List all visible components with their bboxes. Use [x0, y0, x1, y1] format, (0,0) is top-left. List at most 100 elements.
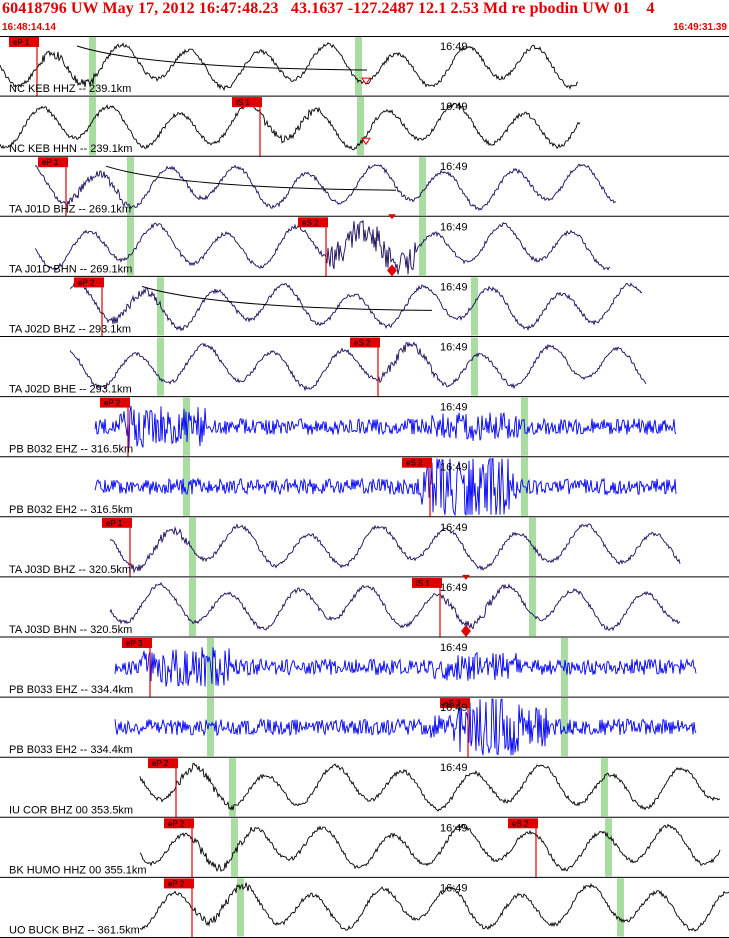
pick-flag[interactable] [232, 97, 262, 108]
pick-flag[interactable] [402, 457, 432, 468]
pick-flag[interactable] [74, 277, 104, 288]
station-label: TA J02D BHE -- 293.1km [9, 384, 132, 396]
station-label: PB B032 EH2 -- 316.5km [9, 504, 133, 516]
phase-window [357, 97, 364, 156]
waveform [0, 102, 581, 151]
pick-label: iS 1 [236, 98, 250, 107]
trace-panel: eS 316:49 PB B033 EH2 -- 334.4km [0, 698, 729, 758]
arrival-triangle-icon [462, 574, 470, 580]
minute-label: 16:49 [440, 281, 468, 293]
pick-flag[interactable] [148, 758, 178, 769]
pick-label: iS 1 [416, 579, 430, 588]
trace-panel: eP 3 16:49 PB B033 EHZ -- 334.4km [0, 638, 729, 698]
pick-flag[interactable] [350, 337, 380, 348]
header: 60418796 UW May 17, 2012 16:47:48.23 43.… [0, 0, 729, 36]
phase-window [183, 457, 190, 516]
minute-label: 16:49 [440, 402, 468, 414]
trace-panel: eS 2 16:49 TA J02D BHE -- 293.1km [0, 337, 729, 398]
pick-label: eS 2 [302, 218, 319, 227]
pick2-flag[interactable] [508, 818, 538, 829]
phase-window [601, 758, 608, 817]
waveform [69, 341, 647, 392]
phase-window [231, 818, 238, 877]
phase-window [89, 37, 96, 96]
trace-panel: eP 2 16:49 PB B032 EHZ -- 316.5km [0, 397, 729, 458]
waveform [94, 457, 677, 517]
pick-flag[interactable] [9, 37, 39, 47]
minute-label: 16:49 [440, 762, 468, 774]
pick-label: eP 2 [78, 278, 95, 287]
trace-panel: eP 1 16:49 TA J03D BHZ -- 320.5km [0, 517, 729, 578]
pick-label: eS 2 [354, 339, 371, 348]
trace-panel: eS 2 16:49 TA J01D BHN -- 269.1km [0, 214, 729, 277]
arrival-marker-icon [361, 137, 371, 146]
waveform [139, 882, 729, 932]
pick-flag[interactable] [38, 157, 68, 168]
phase-window [189, 577, 196, 636]
station-label: TA J01D BHZ -- 269.1km [9, 203, 131, 215]
waveform [69, 282, 643, 332]
arrival-diamond-icon [461, 625, 471, 637]
pick-flag[interactable] [102, 517, 132, 528]
phase-window [127, 157, 134, 216]
pick-label: eS 2 [406, 459, 423, 468]
minute-label: 16:49 [440, 702, 468, 714]
waveform [94, 405, 677, 448]
pick2-label: eS 2 [512, 819, 529, 828]
phase-window [237, 878, 244, 937]
pick-label: eP 1 [42, 158, 59, 167]
station-label: IU COR BHZ 00 353.5km [9, 804, 133, 816]
minute-label: 16:49 [440, 462, 468, 474]
seismogram-plot: eP 1 16:49 NC KEB HHZ -- 239.1km iS 1 16:49 N… [0, 36, 729, 938]
phase-window [189, 517, 196, 576]
waveform [114, 647, 697, 687]
pick-flag[interactable] [164, 818, 194, 829]
station-label: TA J02D BHZ -- 293.1km [9, 324, 131, 336]
minute-label: 16:49 [440, 882, 468, 894]
pick-flag[interactable] [298, 217, 328, 228]
waveform [34, 219, 611, 275]
station-label: TA J01D BHN -- 269.1km [9, 263, 132, 275]
station-label: UO BUCK BHZ -- 361.5km [9, 925, 140, 937]
minute-label: 16:49 [440, 642, 468, 654]
phase-window [419, 217, 426, 276]
phase-window [229, 758, 236, 817]
arrival-marker-icon [361, 77, 371, 86]
pick-label: eP 1 [13, 38, 30, 47]
waveform [34, 163, 616, 211]
pick-label: eP 3 [126, 639, 143, 648]
trace-panel: eS 2 16:49 PB B032 EH2 -- 316.5km [0, 457, 729, 518]
pick-flag[interactable] [164, 878, 194, 889]
waveform [114, 698, 697, 756]
phase-window [529, 577, 536, 636]
pick-flag[interactable] [122, 638, 152, 648]
pick-label: eP 2 [168, 819, 185, 828]
station-label: BK HUMO HHZ 00 355.1km [9, 864, 147, 876]
trace-panel: eP 2 16:49 TA J02D BHZ -- 293.1km [0, 277, 729, 337]
minute-label: 16:49 [440, 522, 468, 534]
trace-panel: eP 1 16:49 NC KEB HHZ -- 239.1km [0, 37, 729, 97]
station-label: TA J03D BHN -- 320.5km [9, 624, 132, 636]
station-label: PB B033 EHZ -- 334.4km [9, 684, 133, 696]
pick-label: eP 2 [152, 759, 169, 768]
minute-label: 16:49 [440, 101, 468, 113]
pick-flag[interactable] [440, 698, 470, 709]
phase-window [471, 337, 478, 396]
event-title: 60418796 UW May 17, 2012 16:47:48.23 43.… [2, 0, 655, 17]
pick-flag[interactable] [100, 397, 130, 408]
station-label: PB B033 EH2 -- 334.4km [9, 744, 133, 756]
arrival-triangle-icon [388, 214, 396, 220]
phase-window [207, 698, 214, 757]
waveform [139, 823, 721, 873]
coda-curve [76, 45, 368, 71]
minute-label: 16:49 [440, 161, 468, 173]
waveform [109, 582, 681, 632]
phase-window [127, 217, 134, 276]
arrival-diamond-icon [387, 264, 397, 277]
trace-panel: iS 1 16:49 NC KEB HHN -- 239.1km [0, 97, 729, 157]
pick-label: eS 3 [444, 699, 461, 708]
trace-panel: iS 1 16:49 TA J03D BHN -- 320.5km [0, 574, 729, 638]
phase-window [617, 878, 624, 937]
pick-label: eP 1 [106, 519, 123, 528]
pick-flag[interactable] [412, 577, 442, 588]
